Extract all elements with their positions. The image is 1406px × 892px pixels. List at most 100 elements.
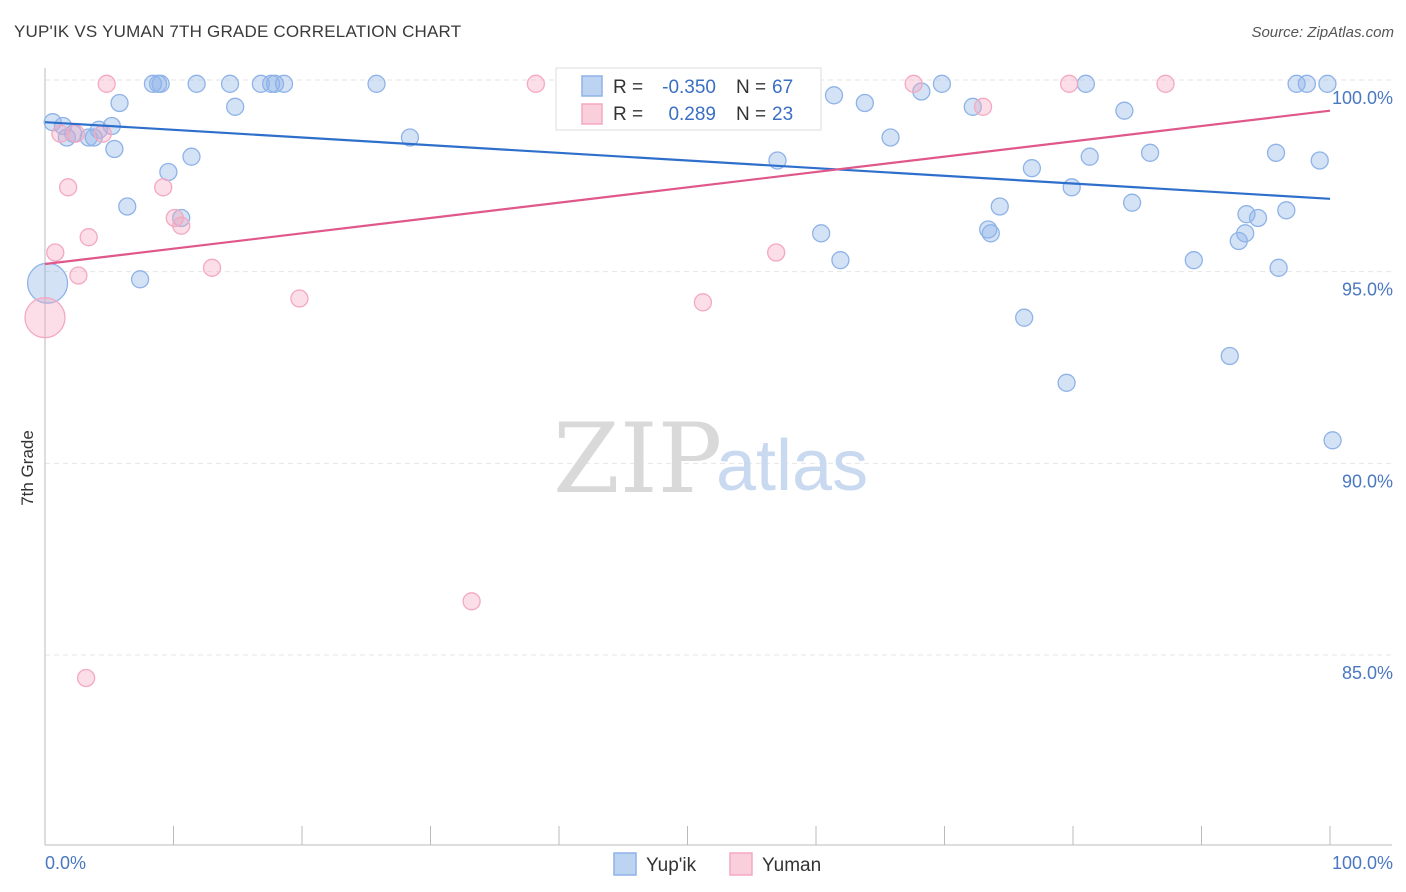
point-yupik-36 <box>831 251 850 270</box>
point-yuman-19 <box>904 74 923 93</box>
legend: Yup'ik Yuman <box>613 852 821 876</box>
point-yupik-46 <box>1022 159 1042 178</box>
point-yuman-22 <box>1156 74 1175 93</box>
point-yuman-0 <box>24 297 66 339</box>
point-yuman-4 <box>66 124 85 143</box>
point-yupik-48 <box>1062 178 1081 197</box>
trend-line-yuman <box>44 109 1331 266</box>
axes <box>44 68 1392 846</box>
stats-r-value-yupik: -0.350 <box>662 77 716 98</box>
point-yupik-20 <box>220 74 240 93</box>
point-yuman-6 <box>76 668 96 688</box>
point-yupik-49 <box>1076 74 1095 93</box>
y-tick-label-2: 90.0% <box>1342 471 1393 491</box>
point-yupik-18 <box>182 147 201 166</box>
grid-lines <box>45 79 1392 656</box>
legend-swatch-yupik <box>613 852 637 876</box>
stats-swatch-yuman <box>581 103 603 125</box>
point-yuman-17 <box>693 293 713 312</box>
point-yupik-34 <box>811 224 831 243</box>
point-yupik-51 <box>1115 101 1134 120</box>
point-yupik-38 <box>881 128 900 147</box>
point-yupik-41 <box>963 97 982 116</box>
y-tick-label-3: 85.0% <box>1342 663 1393 683</box>
point-yupik-52 <box>1122 193 1142 212</box>
chart-source: Source: ZipAtlas.com <box>1251 24 1394 41</box>
point-yupik-60 <box>1266 143 1286 162</box>
point-yuman-16 <box>526 74 546 93</box>
point-yupik-26 <box>367 74 386 93</box>
watermark: ZIP atlas <box>553 403 868 515</box>
point-yupik-10 <box>110 93 129 113</box>
legend-label-yuman: Yuman <box>762 855 821 876</box>
point-yupik-22 <box>251 74 271 93</box>
data-points <box>24 74 1342 688</box>
stats-r-value-yuman: 0.289 <box>668 104 716 125</box>
stats-swatch-yupik <box>581 75 603 97</box>
point-yupik-19 <box>187 74 206 93</box>
point-yupik-43 <box>981 224 1000 243</box>
legend-label-yupik: Yup'ik <box>646 855 697 876</box>
point-yupik-65 <box>1310 151 1329 170</box>
point-yupik-23 <box>262 74 281 93</box>
point-yuman-8 <box>93 124 112 143</box>
x-tick-label-start: 0.0% <box>45 853 86 873</box>
point-yuman-3 <box>58 178 78 197</box>
x-tick-label-end: 100.0% <box>1332 853 1393 873</box>
point-yupik-62 <box>1277 201 1296 220</box>
point-yuman-2 <box>51 124 70 143</box>
point-yuman-14 <box>290 289 309 308</box>
point-yuman-20 <box>973 97 993 116</box>
point-yupik-0 <box>26 262 69 304</box>
point-yupik-53 <box>1140 143 1160 162</box>
point-yupik-17 <box>172 208 191 228</box>
stats-n-value-yupik: 67 <box>772 77 793 98</box>
trend-lines <box>44 109 1331 266</box>
x-tick-labels: 0.0% 100.0% <box>45 853 1393 873</box>
point-yupik-13 <box>143 74 163 93</box>
point-yupik-35 <box>824 86 844 105</box>
point-yupik-15 <box>151 74 170 93</box>
point-yupik-61 <box>1269 258 1288 277</box>
point-yuman-15 <box>462 592 481 611</box>
y-axis-label: 7th Grade <box>18 430 37 506</box>
point-yupik-66 <box>1318 74 1337 93</box>
point-yuman-10 <box>154 178 173 197</box>
stats-n-value-yuman: 23 <box>772 104 793 125</box>
stats-r-label-yuman: R = <box>613 104 643 125</box>
point-yupik-67 <box>1323 431 1342 450</box>
point-yupik-40 <box>932 74 952 93</box>
point-yupik-21 <box>226 97 245 116</box>
point-yupik-55 <box>1220 346 1239 366</box>
y-tick-label-1: 95.0% <box>1342 280 1393 300</box>
point-yupik-64 <box>1297 74 1317 93</box>
point-yupik-37 <box>855 93 874 113</box>
trend-line-yupik <box>44 121 1331 200</box>
point-yupik-11 <box>118 197 137 216</box>
y-tick-labels: 100.0% 95.0% 90.0% 85.0% <box>1332 88 1393 683</box>
stats-n-label-yuman: N = <box>736 104 766 125</box>
point-yuman-7 <box>79 228 98 247</box>
point-yupik-57 <box>1236 224 1255 243</box>
point-yupik-9 <box>105 139 124 159</box>
point-yuman-5 <box>69 266 88 285</box>
chart-title: YUP'IK VS YUMAN 7TH GRADE CORRELATION CH… <box>14 22 462 41</box>
point-yupik-16 <box>159 162 178 182</box>
point-yupik-39 <box>912 82 931 101</box>
point-yupik-63 <box>1287 74 1306 93</box>
stats-r-label-yupik: R = <box>613 77 643 98</box>
point-yupik-50 <box>1080 147 1099 166</box>
point-yupik-12 <box>130 270 150 289</box>
watermark-zip: ZIP <box>553 403 722 515</box>
point-yuman-9 <box>97 74 116 93</box>
watermark-atlas: atlas <box>716 426 868 506</box>
point-yupik-54 <box>1184 251 1203 270</box>
stats-box: R = -0.350 N = 67 R = 0.289 N = 23 <box>555 67 822 131</box>
stats-n-label-yupik: N = <box>736 77 766 98</box>
point-yupik-45 <box>1015 308 1034 327</box>
point-yuman-18 <box>767 243 786 262</box>
point-yupik-58 <box>1237 205 1256 224</box>
legend-swatch-yuman <box>729 852 753 876</box>
point-yupik-25 <box>274 74 294 93</box>
